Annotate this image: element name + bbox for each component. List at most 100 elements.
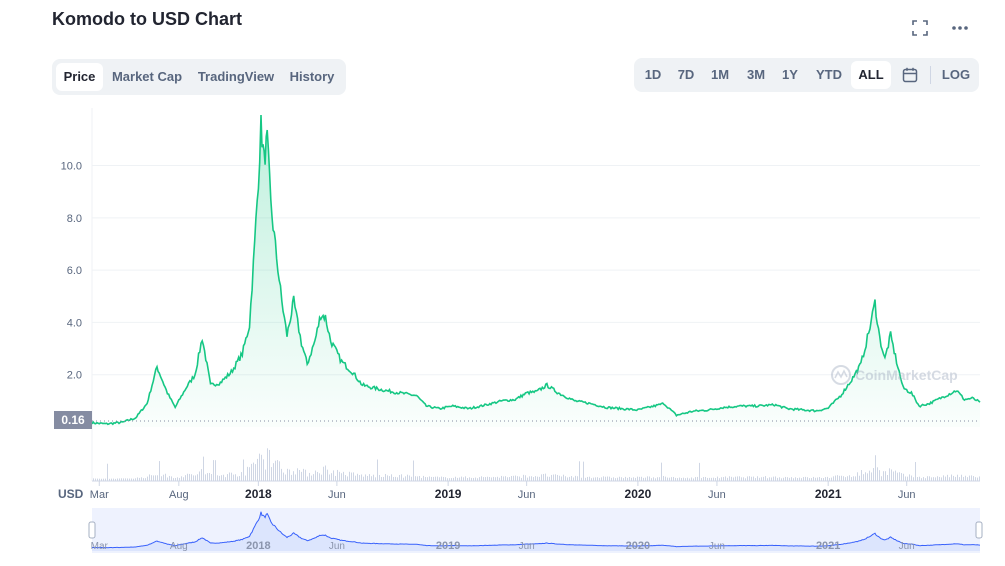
volume-bar xyxy=(687,477,688,481)
volume-bar xyxy=(317,471,318,481)
volume-bar xyxy=(665,476,666,481)
volume-bar xyxy=(699,462,700,481)
tab-price[interactable]: Price xyxy=(56,63,103,91)
volume-bar xyxy=(525,475,526,481)
volume-bar xyxy=(279,461,280,481)
volume-bar xyxy=(365,474,366,481)
volume-bar xyxy=(711,477,712,481)
volume-bar xyxy=(235,474,236,481)
range-all-button[interactable]: ALL xyxy=(851,61,891,89)
volume-bar xyxy=(547,476,548,481)
volume-bar xyxy=(823,478,824,481)
volume-bar xyxy=(813,476,814,481)
volume-bar xyxy=(877,467,878,481)
volume-bar xyxy=(211,474,212,481)
volume-bar xyxy=(285,474,286,481)
currency-label: USD xyxy=(58,487,84,501)
volume-bar xyxy=(341,473,342,481)
tab-tradingview[interactable]: TradingView xyxy=(197,69,275,84)
y-axis: 2.0 4.0 6.0 8.0 10.0 xyxy=(61,161,82,382)
volume-bar xyxy=(695,477,696,481)
volume-bar xyxy=(557,474,558,481)
volume-bar xyxy=(747,476,748,481)
volume-bar xyxy=(417,476,418,481)
range-7d-button[interactable]: 7D xyxy=(677,67,695,82)
volume-bar xyxy=(737,476,738,481)
volume-bar xyxy=(327,469,328,481)
volume-bar xyxy=(799,477,800,481)
volume-bar xyxy=(815,477,816,481)
volume-bar xyxy=(537,476,538,481)
volume-bar xyxy=(887,475,888,481)
volume-bar xyxy=(975,477,976,481)
volume-bar xyxy=(569,476,570,481)
current-price-label: 0.16 xyxy=(61,413,85,427)
range-ytd-button[interactable]: YTD xyxy=(816,67,842,82)
volume-bar xyxy=(757,476,758,481)
volume-bar xyxy=(215,460,216,481)
volume-bar xyxy=(955,476,956,481)
volume-bar xyxy=(969,475,970,481)
range-3m-button[interactable]: 3M xyxy=(746,67,766,82)
volume-bar xyxy=(553,474,554,481)
volume-bar xyxy=(191,474,192,481)
volume-bar xyxy=(179,477,180,481)
volume-bar xyxy=(693,478,694,481)
volume-bar xyxy=(705,476,706,481)
navigator-right-handle[interactable] xyxy=(975,521,983,539)
volume-bar xyxy=(181,476,182,481)
volume-bar xyxy=(451,478,452,481)
volume-bar xyxy=(779,477,780,481)
tab-history[interactable]: History xyxy=(289,69,335,84)
volume-bar xyxy=(313,474,314,481)
price-line xyxy=(91,114,981,426)
x-tick-label: 2019 xyxy=(435,487,462,501)
volume-bar xyxy=(271,467,272,481)
more-icon[interactable] xyxy=(949,17,971,39)
fullscreen-icon[interactable] xyxy=(909,17,931,39)
range-1y-button[interactable]: 1Y xyxy=(782,67,798,82)
volume-bar xyxy=(427,477,428,481)
volume-bar xyxy=(513,475,514,481)
volume-bar xyxy=(523,474,524,481)
volume-bar xyxy=(495,477,496,481)
volume-bar xyxy=(607,476,608,481)
volume-bar xyxy=(149,474,150,481)
volume-bar xyxy=(209,472,210,481)
volume-bar xyxy=(661,462,662,481)
x-tick-label: Mar xyxy=(90,489,109,501)
volume-bar xyxy=(103,478,104,481)
volume-bar xyxy=(785,476,786,481)
volume-bar xyxy=(403,477,404,481)
volume-bar xyxy=(237,476,238,481)
volume-bar xyxy=(453,477,454,481)
volume-bar xyxy=(817,477,818,481)
tab-market-cap[interactable]: Market Cap xyxy=(111,69,183,84)
volume-bar xyxy=(173,478,174,481)
calendar-icon[interactable] xyxy=(897,61,923,89)
navigator-left-handle[interactable] xyxy=(88,521,96,539)
volume-bar xyxy=(439,477,440,481)
volume-bar xyxy=(273,463,274,481)
volume-bar xyxy=(239,476,240,481)
volume-bar xyxy=(841,475,842,481)
volume-bar xyxy=(739,476,740,481)
log-toggle-button[interactable]: LOG xyxy=(941,67,971,82)
volume-bar xyxy=(577,476,578,481)
volume-bar xyxy=(723,477,724,481)
volume-bar xyxy=(221,475,222,481)
volume-bar xyxy=(255,464,256,481)
volume-bar xyxy=(645,477,646,481)
volume-bar xyxy=(649,476,650,481)
volume-bar xyxy=(511,476,512,481)
volume-bar xyxy=(809,478,810,481)
volume-bar xyxy=(389,476,390,481)
range-1d-button[interactable]: 1D xyxy=(644,67,662,82)
range-1m-button[interactable]: 1M xyxy=(710,67,730,82)
volume-bar xyxy=(243,459,244,481)
volume-bar xyxy=(393,476,394,481)
volume-bar xyxy=(189,473,190,481)
volume-bar xyxy=(549,476,550,481)
volume-bar xyxy=(109,478,110,481)
volume-bar xyxy=(527,477,528,481)
